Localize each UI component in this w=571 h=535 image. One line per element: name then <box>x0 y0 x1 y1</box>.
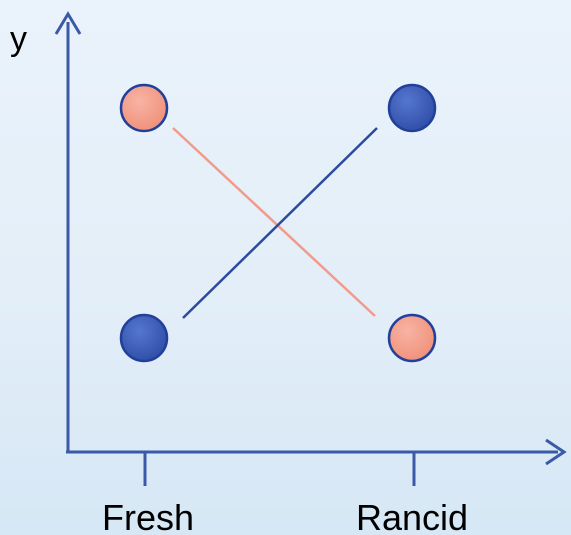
x-axis-arrowhead <box>545 438 567 466</box>
y-axis-label: y <box>10 20 27 58</box>
pink-marker-rancid <box>387 313 437 363</box>
pink-series-line <box>172 127 376 317</box>
blue-marker-rancid <box>387 83 437 133</box>
pink-marker-fresh <box>119 83 169 133</box>
x-label-fresh: Fresh <box>102 497 194 535</box>
blue-series-line <box>182 127 378 319</box>
x-label-rancid: Rancid <box>356 497 468 535</box>
y-axis-arrowhead <box>54 11 82 35</box>
blue-marker-fresh <box>119 313 169 363</box>
